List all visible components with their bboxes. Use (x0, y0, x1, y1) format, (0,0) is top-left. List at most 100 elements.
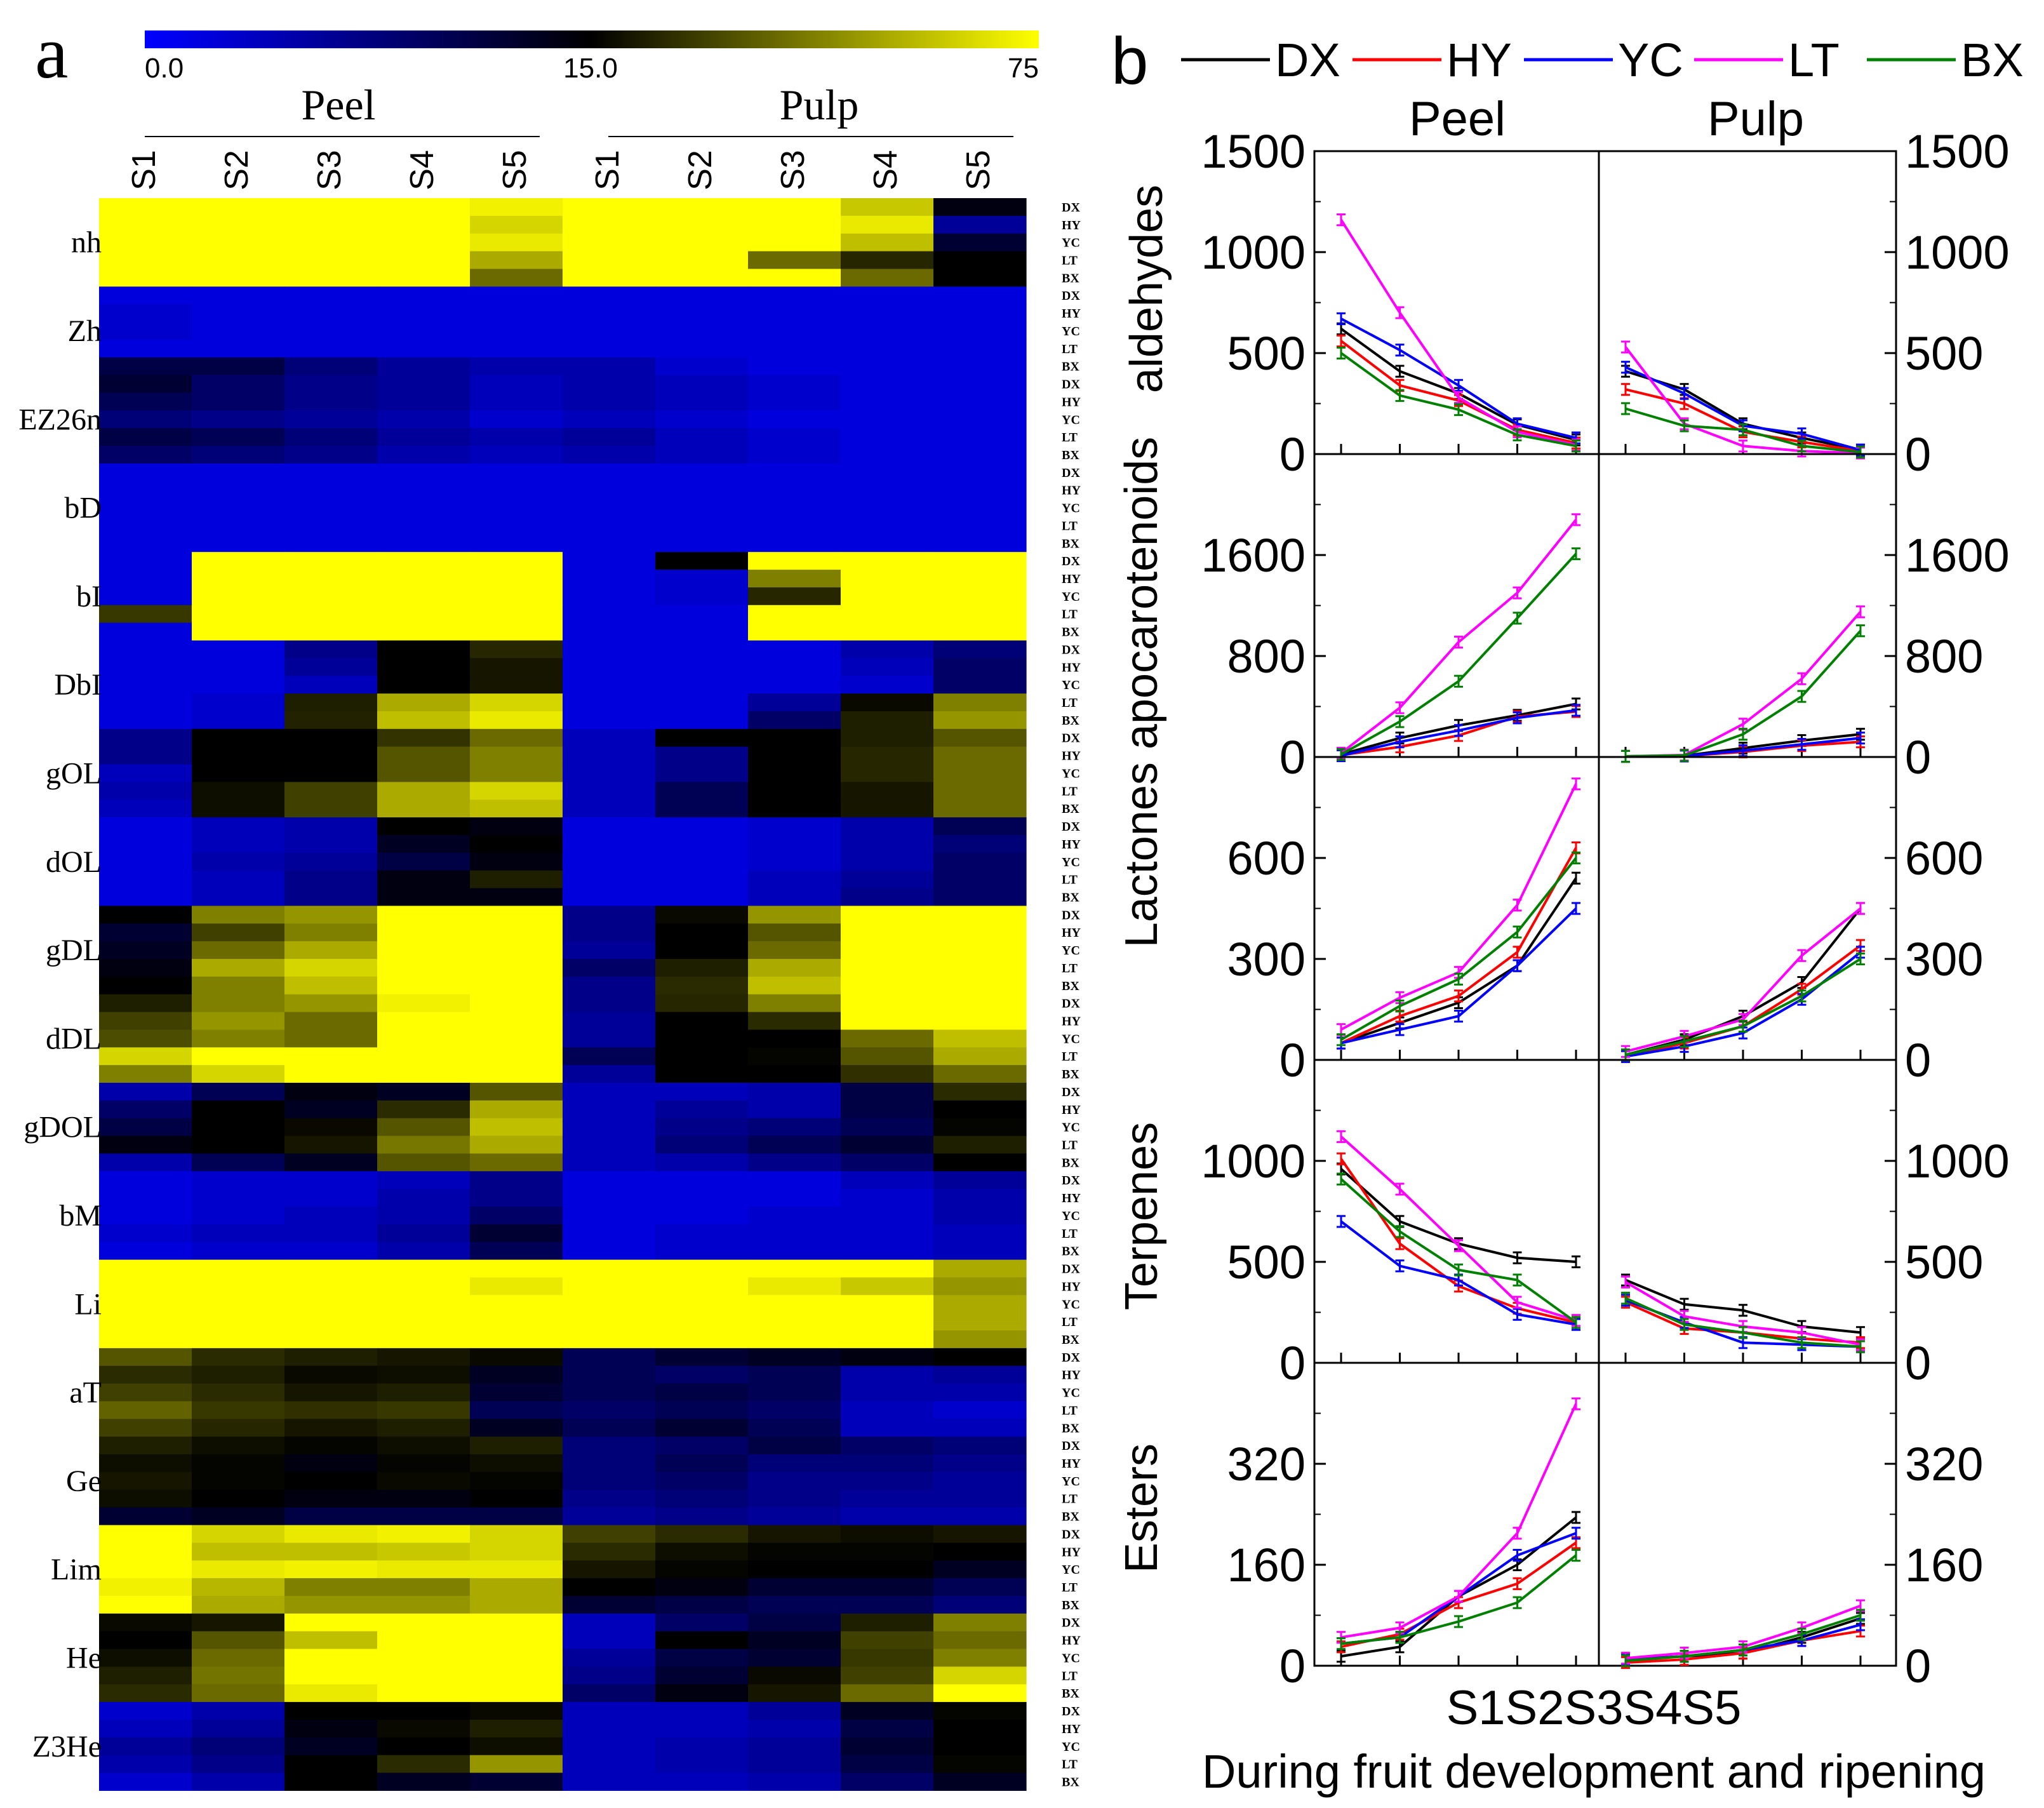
heatmap-cell (748, 1489, 841, 1508)
heatmap-cell (655, 1259, 749, 1278)
row-label: YC (1062, 1740, 1080, 1754)
group-label-pulp: Pulp (780, 81, 859, 129)
heatmap-cell (655, 499, 749, 518)
heatmap-cell (655, 481, 749, 500)
row-label: YC (1062, 1297, 1080, 1311)
heatmap-cell (655, 446, 749, 464)
heatmap-cell (377, 286, 471, 305)
heatmap-cell (655, 1295, 749, 1313)
heatmap-cell (563, 1649, 656, 1667)
heatmap-cell (841, 1189, 934, 1207)
y-tick-label-left: 0 (1279, 731, 1306, 784)
heatmap-cell (655, 1224, 749, 1243)
heatmap-cell (192, 339, 285, 358)
heatmap-cell (655, 357, 749, 376)
column-label: S3 (775, 150, 812, 191)
heatmap-cell (377, 958, 471, 977)
heatmap-cell (99, 1454, 192, 1473)
heatmap-cell (470, 339, 563, 358)
heatmap-cell (377, 357, 471, 376)
heatmap-cell (284, 1365, 378, 1384)
heatmap-cell (748, 676, 841, 694)
heatmap-cell (192, 269, 285, 287)
heatmap-cell (563, 605, 656, 624)
heatmap-cell (841, 1207, 934, 1225)
heatmap-cell (284, 1171, 378, 1189)
heatmap-cell (933, 1471, 1027, 1490)
heatmap-cell (192, 304, 285, 323)
y-tick-label-right: 500 (1905, 327, 1983, 380)
heatmap-cell (748, 1065, 841, 1083)
heatmap-cell (933, 1171, 1027, 1189)
heatmap-cell (192, 410, 285, 429)
heatmap-cell (470, 976, 563, 995)
heatmap-cell (377, 800, 471, 818)
y-tick-label-left: 500 (1227, 1236, 1306, 1289)
row-label: BX (1062, 1156, 1079, 1170)
heatmap-cell (933, 251, 1027, 270)
heatmap-cell (470, 1383, 563, 1402)
heatmap-cell (284, 676, 378, 694)
heatmap-cell (933, 1649, 1027, 1667)
heatmap-cell (655, 1702, 749, 1720)
heatmap-cell (192, 1348, 285, 1367)
heatmap-cell (655, 958, 749, 977)
heatmap-cell (933, 1719, 1027, 1738)
heatmap-cell (841, 1383, 934, 1402)
heatmap-cell (470, 622, 563, 641)
heatmap-cell (841, 1419, 934, 1437)
y-tick-label-right: 600 (1905, 832, 1983, 885)
heatmap-cell (841, 1649, 934, 1667)
heatmap-cell (748, 622, 841, 641)
heatmap-cell (655, 1189, 749, 1207)
heatmap-cell (192, 994, 285, 1013)
heatmap-cell (284, 552, 378, 570)
compound-label: Li (74, 1287, 102, 1321)
heatmap-cell (841, 251, 934, 270)
heatmap-cell (99, 764, 192, 782)
heatmap-cell (470, 658, 563, 676)
heatmap-cell (99, 534, 192, 552)
heatmap-cell (748, 728, 841, 747)
heatmap-cell (377, 1436, 471, 1455)
heatmap-cell (933, 782, 1027, 800)
heatmap-cell (655, 622, 749, 641)
heatmap-cell (748, 1135, 841, 1155)
heatmap-cell (563, 994, 656, 1013)
heatmap-cell (284, 1189, 378, 1207)
heatmap-cell (377, 1719, 471, 1738)
heatmap-cell (841, 499, 934, 518)
heatmap-cell (563, 1419, 656, 1437)
heatmap-cell (284, 994, 378, 1013)
heatmap-cell (933, 1012, 1027, 1031)
row-label: BX (1062, 1598, 1079, 1612)
heatmap-cell (470, 1207, 563, 1225)
heatmap-cell (99, 658, 192, 676)
heatmap-cell (99, 1029, 192, 1048)
heatmap-cell (99, 800, 192, 818)
heatmap-cell (284, 923, 378, 942)
heatmap-cell (192, 251, 285, 270)
y-tick-label-right: 500 (1905, 1236, 1983, 1289)
row-label: BX (1062, 537, 1079, 551)
heatmap-cell (284, 817, 378, 836)
heatmap-cell (748, 834, 841, 854)
heatmap-cell (99, 1631, 192, 1650)
heatmap-cell (933, 304, 1027, 323)
y-tick-label-left: 0 (1279, 1640, 1306, 1692)
heatmap-cell (655, 605, 749, 624)
compound-label: He (66, 1641, 102, 1675)
heatmap-cell (99, 834, 192, 854)
heatmap-cell (99, 746, 192, 765)
heatmap-cell (748, 198, 841, 217)
heatmap-cell (284, 446, 378, 464)
heatmap-cell (748, 587, 841, 606)
heatmap-cell (933, 392, 1027, 411)
heatmap-cell (192, 428, 285, 446)
heatmap-cell (470, 552, 563, 570)
heatmap-cell (192, 1772, 285, 1791)
heatmap-cell (284, 198, 378, 217)
heatmap-cell (99, 1012, 192, 1031)
heatmap-cell (748, 304, 841, 323)
row-label: DX (1062, 1085, 1080, 1099)
